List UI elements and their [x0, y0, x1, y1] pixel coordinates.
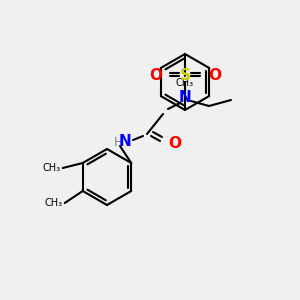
Text: CH₃: CH₃: [43, 163, 61, 173]
Text: CH₃: CH₃: [176, 78, 194, 88]
Text: O: O: [168, 136, 181, 152]
Text: O: O: [208, 68, 221, 83]
Text: CH₃: CH₃: [45, 198, 63, 208]
Text: H: H: [114, 136, 123, 148]
Text: N: N: [178, 91, 191, 106]
Text: S: S: [179, 68, 191, 83]
Text: N: N: [118, 134, 131, 149]
Text: O: O: [149, 68, 162, 83]
